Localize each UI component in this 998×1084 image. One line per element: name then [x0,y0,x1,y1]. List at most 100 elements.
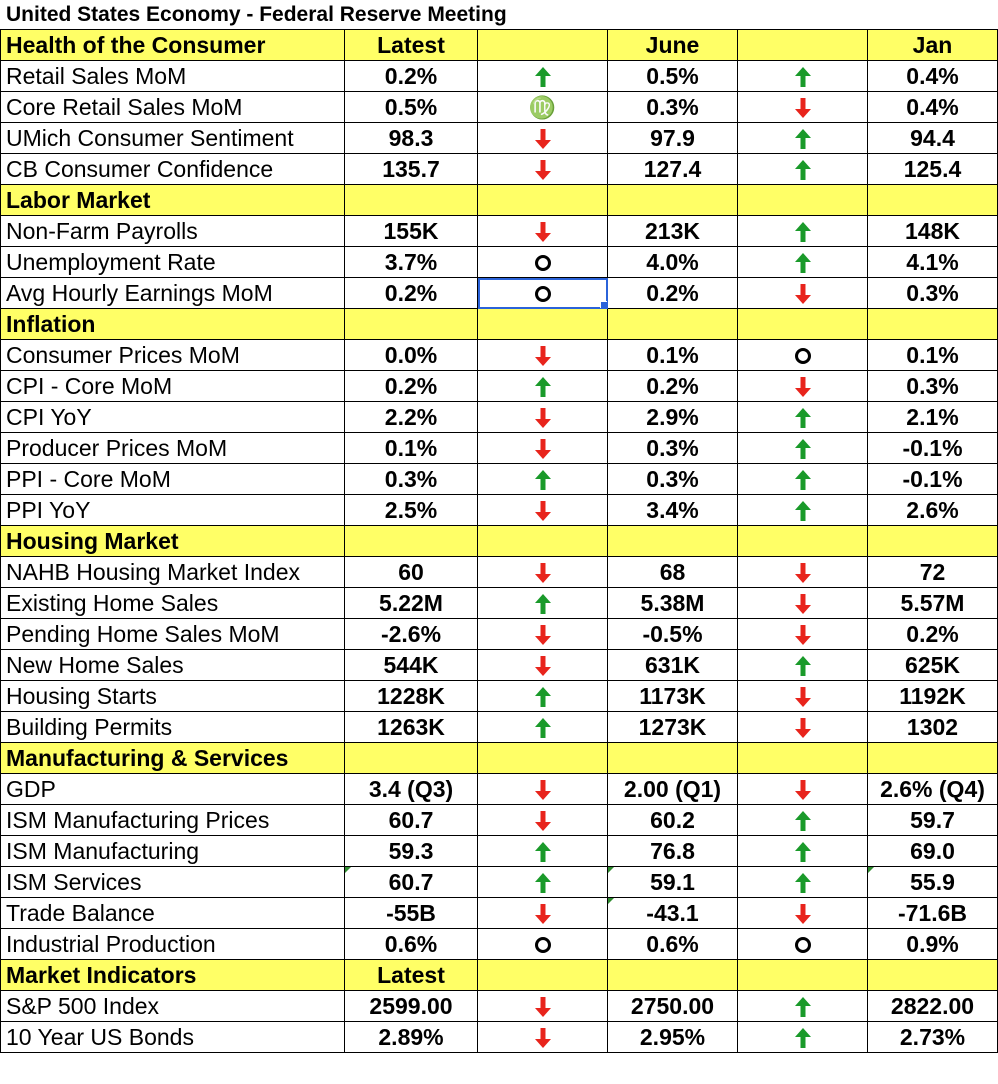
jan-value[interactable]: 94.4 [867,122,998,154]
jan-value[interactable]: 2.6% [867,494,998,526]
indicator-label[interactable]: ISM Manufacturing [0,835,345,867]
latest-value[interactable]: 0.5% [344,91,478,123]
column-header[interactable] [477,184,608,216]
column-header[interactable] [607,308,738,340]
trend-cell[interactable] [477,153,608,185]
latest-value[interactable]: 0.2% [344,277,478,309]
trend-cell[interactable] [477,773,608,805]
latest-value[interactable]: 155K [344,215,478,247]
latest-value[interactable]: 0.2% [344,60,478,92]
trend-cell[interactable] [477,122,608,154]
jan-value[interactable]: 0.3% [867,277,998,309]
latest-value[interactable]: 2.89% [344,1021,478,1053]
june-value[interactable]: 3.4% [607,494,738,526]
column-header[interactable]: June [607,29,738,61]
june-value[interactable]: 0.3% [607,463,738,495]
indicator-label[interactable]: S&P 500 Index [0,990,345,1022]
column-header[interactable] [607,959,738,991]
trend-cell[interactable] [477,928,608,960]
latest-value[interactable]: 59.3 [344,835,478,867]
column-header[interactable] [737,29,868,61]
trend-cell[interactable] [477,432,608,464]
june-value[interactable]: 4.0% [607,246,738,278]
section-title[interactable]: Inflation [0,308,345,340]
trend-cell[interactable] [477,370,608,402]
indicator-label[interactable]: PPI YoY [0,494,345,526]
trend-cell[interactable] [737,773,868,805]
column-header[interactable] [867,959,998,991]
column-header[interactable] [867,742,998,774]
jan-value[interactable]: 625K [867,649,998,681]
column-header[interactable] [607,742,738,774]
indicator-label[interactable]: Building Permits [0,711,345,743]
trend-cell[interactable] [477,339,608,371]
jan-value[interactable]: 5.57M [867,587,998,619]
latest-value[interactable]: 0.3% [344,463,478,495]
june-value[interactable]: 213K [607,215,738,247]
latest-value[interactable]: 2.5% [344,494,478,526]
jan-value[interactable]: -0.1% [867,463,998,495]
latest-value[interactable]: 0.0% [344,339,478,371]
column-header[interactable] [477,525,608,557]
june-value[interactable]: 97.9 [607,122,738,154]
indicator-label[interactable]: Core Retail Sales MoM [0,91,345,123]
indicator-label[interactable]: CB Consumer Confidence [0,153,345,185]
jan-value[interactable]: 72 [867,556,998,588]
june-value[interactable]: 0.3% [607,432,738,464]
column-header[interactable] [867,525,998,557]
jan-value[interactable]: 1192K [867,680,998,712]
trend-cell[interactable] [737,463,868,495]
trend-cell[interactable] [737,556,868,588]
column-header[interactable] [867,308,998,340]
jan-value[interactable]: 2822.00 [867,990,998,1022]
june-value[interactable]: 60.2 [607,804,738,836]
june-value[interactable]: 0.6% [607,928,738,960]
column-header[interactable] [607,184,738,216]
latest-value[interactable]: 3.7% [344,246,478,278]
june-value[interactable]: -0.5% [607,618,738,650]
fill-handle[interactable] [600,301,607,308]
trend-cell[interactable] [477,60,608,92]
section-title[interactable]: Labor Market [0,184,345,216]
indicator-label[interactable]: Industrial Production [0,928,345,960]
trend-cell[interactable] [477,618,608,650]
jan-value[interactable]: 0.4% [867,60,998,92]
trend-cell[interactable] [737,835,868,867]
trend-cell[interactable] [477,680,608,712]
column-header[interactable] [344,308,478,340]
column-header[interactable] [737,525,868,557]
trend-cell[interactable] [737,122,868,154]
jan-value[interactable]: 0.1% [867,339,998,371]
june-value[interactable]: 1173K [607,680,738,712]
june-value[interactable]: 0.2% [607,277,738,309]
trend-cell[interactable] [737,866,868,898]
trend-cell[interactable] [737,1021,868,1053]
indicator-label[interactable]: Non-Farm Payrolls [0,215,345,247]
trend-cell[interactable] [477,277,608,309]
column-header[interactable] [477,959,608,991]
jan-value[interactable]: 59.7 [867,804,998,836]
trend-cell[interactable] [477,835,608,867]
latest-value[interactable]: 98.3 [344,122,478,154]
jan-value[interactable]: -71.6B [867,897,998,929]
column-header[interactable] [477,29,608,61]
trend-cell[interactable] [477,215,608,247]
trend-cell[interactable] [737,711,868,743]
column-header[interactable] [737,742,868,774]
jan-value[interactable]: 2.1% [867,401,998,433]
trend-cell[interactable] [477,587,608,619]
latest-value[interactable]: 3.4 (Q3) [344,773,478,805]
column-header[interactable] [344,742,478,774]
trend-cell[interactable] [477,711,608,743]
june-value[interactable]: 1273K [607,711,738,743]
indicator-label[interactable]: Producer Prices MoM [0,432,345,464]
indicator-label[interactable]: GDP [0,773,345,805]
trend-cell[interactable] [477,463,608,495]
jan-value[interactable]: 4.1% [867,246,998,278]
june-value[interactable]: 59.1 [607,866,738,898]
latest-value[interactable]: 5.22M [344,587,478,619]
trend-cell[interactable] [737,587,868,619]
column-header[interactable] [737,959,868,991]
trend-cell[interactable] [737,432,868,464]
trend-cell[interactable] [737,928,868,960]
